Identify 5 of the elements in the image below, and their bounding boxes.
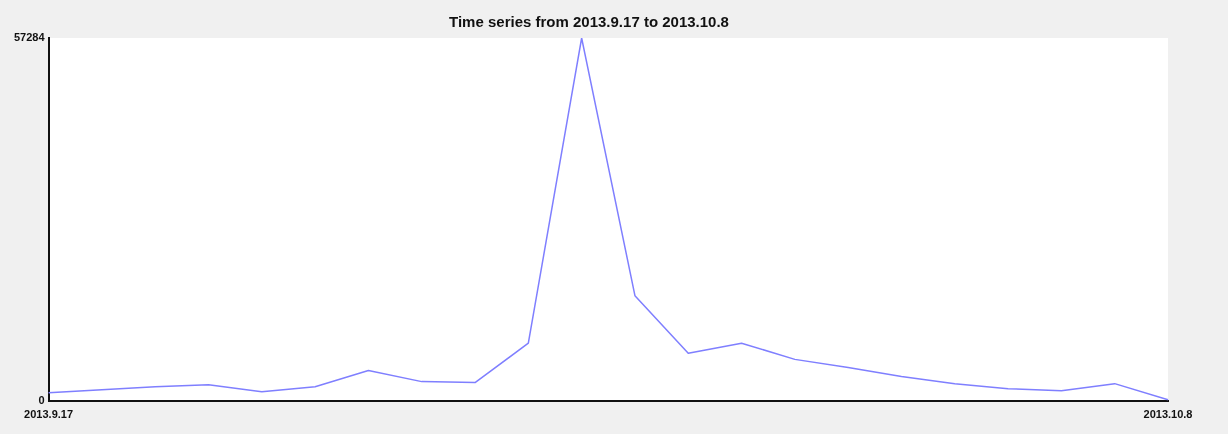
y-tick-label: 0 (38, 393, 45, 406)
x-tick-label: 2013.9.17 (24, 408, 74, 421)
y-tick-label: 57284 (13, 31, 46, 44)
x-tick-label: 2013.10.8 (1143, 408, 1193, 421)
chart-title: Time series from 2013.9.17 to 2013.10.8 (449, 13, 729, 31)
